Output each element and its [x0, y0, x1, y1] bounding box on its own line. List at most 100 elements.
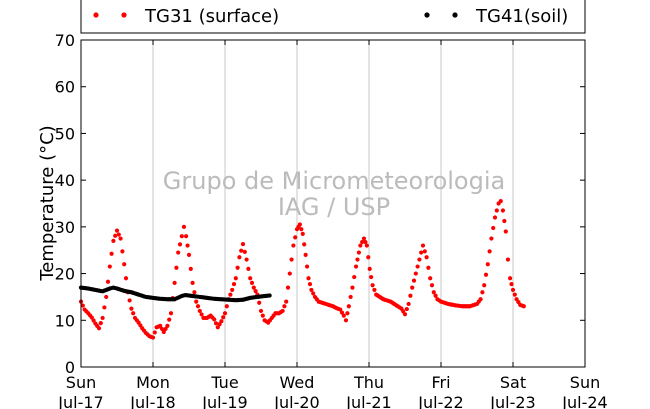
data-point: [339, 310, 345, 315]
data-point: [251, 285, 256, 290]
x-tick-day-5: Fri: [431, 373, 450, 392]
data-point: [406, 301, 411, 307]
data-point: [408, 293, 413, 298]
data-point: [356, 250, 362, 255]
data-point: [505, 257, 511, 262]
data-point: [509, 281, 514, 287]
data-point: [420, 243, 426, 248]
data-point: [120, 249, 125, 254]
x-tick-day-4: Thu: [353, 373, 384, 392]
data-point: [150, 335, 156, 340]
data-point: [424, 255, 429, 260]
x-tick-day-2: Tue: [210, 373, 238, 392]
data-point: [510, 287, 516, 293]
watermark-line-1: Grupo de Micrometeorologia: [163, 167, 505, 195]
data-point: [176, 250, 181, 255]
data-point: [426, 265, 431, 270]
data-point: [503, 229, 508, 234]
data-point: [280, 308, 285, 314]
data-point: [105, 279, 111, 284]
legend-label-surface: TG31 (surface): [144, 6, 279, 27]
legend-marker-surface-1: [93, 12, 99, 18]
data-point: [338, 307, 343, 312]
data-point: [411, 278, 417, 283]
data-point: [508, 276, 513, 281]
y-tick-label-20: 20: [55, 265, 75, 284]
data-point: [129, 306, 134, 311]
x-tick-date-2: Jul-19: [201, 393, 247, 409]
data-point: [89, 315, 94, 320]
x-tick-date-4: Jul-21: [345, 393, 391, 409]
x-axis: SunJul-17MonJul-18TueJul-19WedJul-20ThuJ…: [57, 40, 608, 409]
data-point: [113, 233, 118, 238]
data-point: [480, 290, 485, 295]
data-point: [158, 323, 163, 328]
data-point: [302, 242, 307, 247]
data-point: [433, 293, 438, 298]
data-point: [350, 285, 355, 290]
y-tick-label-70: 70: [55, 31, 75, 50]
data-point: [293, 235, 298, 240]
data-point: [231, 281, 237, 287]
data-point: [80, 303, 85, 308]
legend-marker-soil-1: [424, 12, 430, 18]
data-point: [96, 326, 102, 331]
data-point: [492, 215, 498, 220]
y-tick-label-40: 40: [55, 171, 75, 190]
data-point: [366, 255, 371, 260]
data-point: [219, 319, 224, 324]
data-point: [512, 292, 517, 297]
data-point: [297, 222, 302, 227]
legend-entry-surface: TG31 (surface): [93, 6, 279, 27]
data-point: [372, 287, 377, 293]
x-tick-day-3: Wed: [280, 373, 315, 392]
data-point: [114, 228, 120, 233]
data-point: [267, 293, 272, 298]
data-point: [291, 243, 296, 248]
x-tick-date-5: Jul-22: [417, 393, 463, 409]
data-point: [307, 281, 313, 287]
data-point: [369, 274, 374, 280]
data-point: [242, 249, 247, 254]
data-point: [179, 234, 184, 239]
data-point: [258, 308, 264, 314]
x-tick-day-1: Mon: [136, 373, 170, 392]
x-tick-day-7: Sun: [570, 373, 600, 392]
y-tick-label-60: 60: [55, 78, 75, 97]
data-point: [185, 243, 190, 248]
data-point: [217, 322, 222, 327]
data-point: [104, 294, 109, 300]
data-point: [489, 236, 494, 241]
data-point: [152, 330, 157, 335]
y-tick-label-50: 50: [55, 124, 75, 143]
data-point: [122, 262, 127, 267]
data-point: [402, 312, 408, 317]
data-point: [309, 287, 314, 293]
data-point: [109, 251, 114, 256]
y-tick-label-0: 0: [65, 358, 75, 377]
data-point: [417, 257, 422, 262]
data-point: [355, 257, 360, 262]
data-point: [289, 257, 294, 262]
data-point: [235, 265, 240, 270]
data-point: [303, 252, 308, 257]
plot-area: [81, 40, 585, 367]
grid-lines: [152, 40, 514, 367]
data-point: [131, 311, 136, 316]
data-point: [228, 292, 233, 297]
data-point: [300, 231, 305, 236]
data-point: [361, 236, 367, 241]
data-point: [358, 243, 363, 248]
data-point: [431, 290, 436, 295]
legend-label-soil: TG41(soil): [475, 6, 568, 27]
x-tick-date-7: Jul-24: [561, 393, 607, 409]
legend-marker-surface-2: [121, 12, 127, 18]
data-point: [498, 199, 503, 204]
data-point: [345, 311, 350, 316]
data-point: [239, 248, 244, 253]
series-soil: [78, 285, 272, 303]
series-layer: [78, 199, 526, 340]
data-point: [521, 304, 526, 309]
legend-marker-soil-2: [452, 12, 458, 18]
data-point: [483, 272, 489, 277]
